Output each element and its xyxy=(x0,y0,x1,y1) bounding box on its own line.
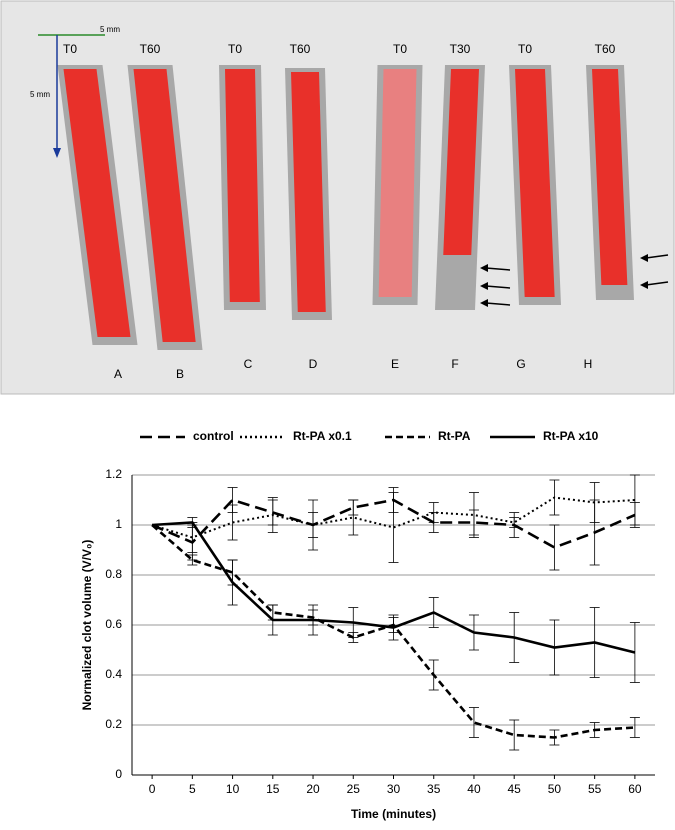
panel-label: F xyxy=(451,357,458,371)
scale-arrow xyxy=(53,148,61,158)
y-tick-label: 1 xyxy=(115,517,122,531)
clot-core xyxy=(378,69,417,297)
y-tick-label: 1.2 xyxy=(105,467,122,481)
panel-label: D xyxy=(309,357,318,371)
time-label: T60 xyxy=(595,42,616,56)
time-label: T0 xyxy=(228,42,242,56)
panel-label: A xyxy=(114,367,122,381)
clot-core xyxy=(63,69,131,337)
x-tick-label: 10 xyxy=(226,782,240,796)
x-tick-label: 45 xyxy=(508,782,522,796)
clot-core xyxy=(291,72,326,312)
x-tick-label: 40 xyxy=(467,782,481,796)
arrow-head xyxy=(480,282,488,290)
time-label: T30 xyxy=(450,42,471,56)
arrows xyxy=(480,254,669,307)
arrow-head xyxy=(480,264,488,272)
clot-core xyxy=(443,69,479,255)
legend-label: Rt-PA x10 xyxy=(543,429,599,443)
scale-label: 5 mm xyxy=(30,90,50,99)
time-label: T0 xyxy=(393,42,407,56)
arrow-head xyxy=(640,254,648,262)
series-line xyxy=(152,521,636,654)
x-tick-label: 0 xyxy=(149,782,156,796)
panel-label: H xyxy=(584,357,593,371)
arrow xyxy=(645,254,669,259)
x-tick-label: 35 xyxy=(427,782,441,796)
panel-label: G xyxy=(516,357,525,371)
clot-core xyxy=(225,69,260,302)
y-tick-label: 0.4 xyxy=(105,667,122,681)
time-label: T60 xyxy=(140,42,161,56)
arrow xyxy=(645,281,669,286)
y-axis-label: Normalized clot volume (V/V₀) xyxy=(80,540,94,711)
legend-label: control xyxy=(193,429,234,443)
legend-label: Rt-PA x0.1 xyxy=(293,429,352,443)
arrow-head xyxy=(480,299,488,307)
panel-label: E xyxy=(391,357,399,371)
y-tick-label: 0.6 xyxy=(105,617,122,631)
y-tick-label: 0 xyxy=(115,767,122,781)
time-label: T0 xyxy=(518,42,532,56)
x-tick-label: 15 xyxy=(266,782,280,796)
x-tick-label: 20 xyxy=(306,782,320,796)
arrow xyxy=(485,267,511,271)
arrow-head xyxy=(640,281,648,289)
x-tick-label: 5 xyxy=(189,782,196,796)
arrow xyxy=(485,302,511,306)
panel-label: C xyxy=(244,357,253,371)
arrow xyxy=(485,285,511,289)
clot-core xyxy=(592,69,628,285)
x-axis-label: Time (minutes) xyxy=(351,807,436,821)
x-tick-label: 25 xyxy=(347,782,361,796)
y-tick-label: 0.8 xyxy=(105,567,122,581)
clot-core xyxy=(133,69,196,342)
time-label: T0 xyxy=(63,42,77,56)
x-tick-label: 55 xyxy=(588,782,602,796)
series-line xyxy=(151,496,635,539)
x-tick-label: 60 xyxy=(628,782,642,796)
clot-core xyxy=(515,69,555,297)
y-tick-label: 0.2 xyxy=(105,717,122,731)
scale-label: 5 mm xyxy=(100,25,120,34)
x-tick-label: 50 xyxy=(548,782,562,796)
clot-renderings xyxy=(57,65,634,350)
time-label: T60 xyxy=(290,42,311,56)
x-tick-label: 30 xyxy=(387,782,401,796)
legend-label: Rt-PA xyxy=(438,429,471,443)
panel-label: B xyxy=(176,367,184,381)
